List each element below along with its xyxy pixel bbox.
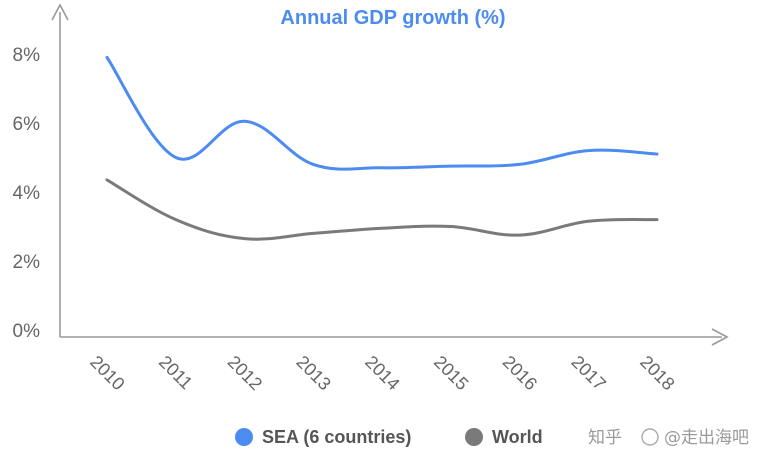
series-lines bbox=[105, 55, 659, 241]
x-tick-label: 2014 bbox=[361, 352, 403, 394]
legend-marker-world bbox=[465, 428, 483, 446]
x-tick-label: 2018 bbox=[636, 352, 678, 394]
axes bbox=[51, 3, 729, 346]
watermark-handle: @走出海吧 bbox=[664, 428, 749, 448]
x-tick-label: 2012 bbox=[224, 352, 266, 394]
y-tick-labels: 0% 2% 4% 6% 8% bbox=[13, 45, 41, 342]
x-tick-label: 2016 bbox=[499, 352, 541, 394]
x-tick-label: 2013 bbox=[292, 352, 334, 394]
legend-label-world: World bbox=[492, 427, 543, 447]
legend-label-sea: SEA (6 countries) bbox=[262, 427, 411, 447]
series-line-sea bbox=[105, 55, 659, 171]
x-tick-label: 2017 bbox=[567, 352, 609, 394]
x-axis-arrow bbox=[711, 328, 729, 346]
x-tick-label: 2010 bbox=[86, 352, 128, 394]
x-tick-label: 2011 bbox=[155, 352, 197, 394]
x-tick-labels: 2010 2011 2012 2013 2014 2015 2016 2017 2018 bbox=[86, 352, 678, 394]
watermark: 知乎 @走出海吧 bbox=[588, 428, 749, 448]
y-tick-label: 0% bbox=[13, 321, 41, 342]
watermark-platform: 知乎 bbox=[588, 428, 622, 448]
watermark-logo-icon bbox=[641, 428, 659, 446]
legend-marker-sea bbox=[235, 428, 253, 446]
y-tick-label: 8% bbox=[13, 45, 41, 66]
series-line-world bbox=[105, 178, 659, 241]
y-tick-label: 2% bbox=[13, 252, 41, 273]
legend-item-world: World bbox=[465, 427, 543, 447]
legend: SEA (6 countries) World bbox=[235, 427, 543, 447]
y-tick-label: 4% bbox=[13, 183, 41, 204]
y-axis-arrow bbox=[51, 3, 69, 21]
x-tick-label: 2015 bbox=[430, 352, 472, 394]
legend-item-sea: SEA (6 countries) bbox=[235, 427, 411, 447]
chart-title: Annual GDP growth (%) bbox=[280, 7, 505, 29]
y-tick-label: 6% bbox=[13, 114, 41, 135]
